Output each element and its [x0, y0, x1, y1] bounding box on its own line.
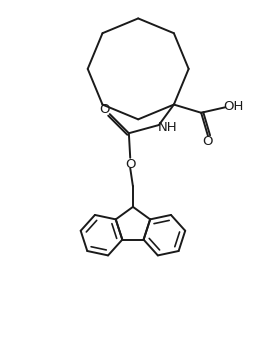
Text: O: O — [100, 103, 110, 116]
Text: O: O — [203, 135, 213, 148]
Text: NH: NH — [158, 121, 178, 134]
Text: OH: OH — [224, 100, 244, 113]
Text: O: O — [126, 158, 136, 171]
